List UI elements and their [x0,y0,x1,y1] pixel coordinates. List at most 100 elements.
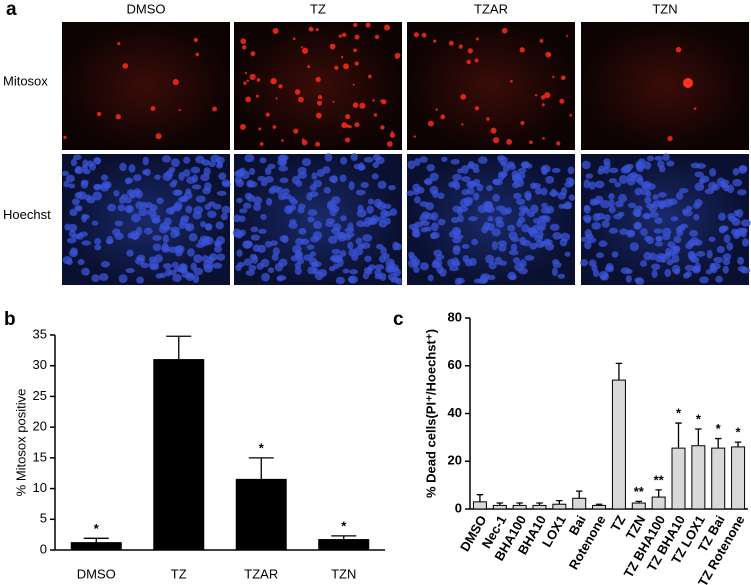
nucleus [497,240,508,247]
cell-spot [341,122,348,129]
nucleus [433,249,443,257]
nucleus [375,243,384,250]
nucleus [488,261,497,270]
nucleus [264,167,272,176]
nucleus [645,203,656,209]
nucleus [552,261,562,269]
nucleus [71,233,80,240]
cell-spot [389,132,396,138]
cell-spot [542,137,545,140]
nucleus [306,192,313,201]
nucleus [345,231,355,238]
nucleus [736,209,744,218]
nucleus [349,269,358,275]
cell-spot [442,114,445,117]
nucleus [347,222,354,231]
nucleus [331,248,341,255]
nucleus [125,178,132,185]
y-tick-label: 15 [33,449,47,464]
nucleus [379,272,387,282]
nucleus [204,236,214,245]
cell-spot [352,83,355,86]
nucleus [161,242,169,252]
nucleus [216,236,226,245]
nucleus [627,202,636,208]
y-tick-label: 30 [33,357,47,372]
nucleus [543,238,551,245]
nucleus [653,228,663,234]
nucleus [726,184,735,194]
nucleus [463,198,473,207]
nucleus [215,221,224,230]
nucleus [148,260,159,269]
cell-spot [255,94,259,98]
nucleus [372,153,381,161]
nucleus [657,192,667,198]
nucleus [512,257,520,264]
cell-spot [368,74,372,79]
nucleus [161,155,172,163]
nucleus [654,217,663,224]
nucleus [491,241,498,251]
nucleus [671,254,680,263]
nucleus [504,207,512,215]
cell-spot [540,95,546,100]
nucleus [414,196,421,204]
cell-spot [315,28,319,32]
nucleus [372,161,379,169]
cell-spot [317,94,323,100]
nucleus [644,213,651,219]
nucleus [171,179,178,185]
nucleus [79,231,89,237]
nucleus [186,176,196,185]
nucleus [340,215,347,222]
nucleus [408,255,418,261]
nucleus [94,237,102,245]
nucleus [163,225,171,231]
cell-spot [394,52,401,59]
significance: ** [634,484,645,499]
nucleus [537,230,544,239]
nucleus [591,222,601,230]
nucleus [491,228,501,237]
nucleus [76,205,83,212]
cell-spot [122,63,129,69]
nucleus [171,158,180,168]
nucleus [513,192,522,200]
nucleus [492,194,500,202]
nucleus [216,253,226,261]
nucleus [114,220,124,227]
nucleus [618,174,628,184]
micrograph [234,22,402,150]
cell-spot [272,27,279,35]
nucleus [364,255,372,262]
column-label: TZ [310,1,326,16]
cell-spot [117,41,121,46]
nucleus [485,185,493,192]
nucleus [449,265,459,272]
nucleus [266,197,273,206]
nucleus [704,188,715,195]
cell-spot [301,138,305,142]
cell-spot [520,120,525,126]
nucleus [339,156,348,165]
nucleus [516,220,523,228]
bar [552,503,567,510]
cell-spot [501,27,508,34]
nucleus [363,156,374,163]
nucleus [208,201,216,207]
nucleus [385,258,395,268]
cell-spot [534,93,538,97]
nucleus [242,202,252,209]
nucleus [348,248,356,257]
nucleus [614,181,622,188]
cell-spot [675,46,682,53]
nucleus [601,220,610,228]
nucleus [188,233,198,242]
nucleus [118,274,128,284]
nucleus [216,190,227,196]
nucleus [295,249,302,259]
cell-spot [265,112,270,117]
error-bar [575,490,583,499]
nucleus [600,200,611,209]
